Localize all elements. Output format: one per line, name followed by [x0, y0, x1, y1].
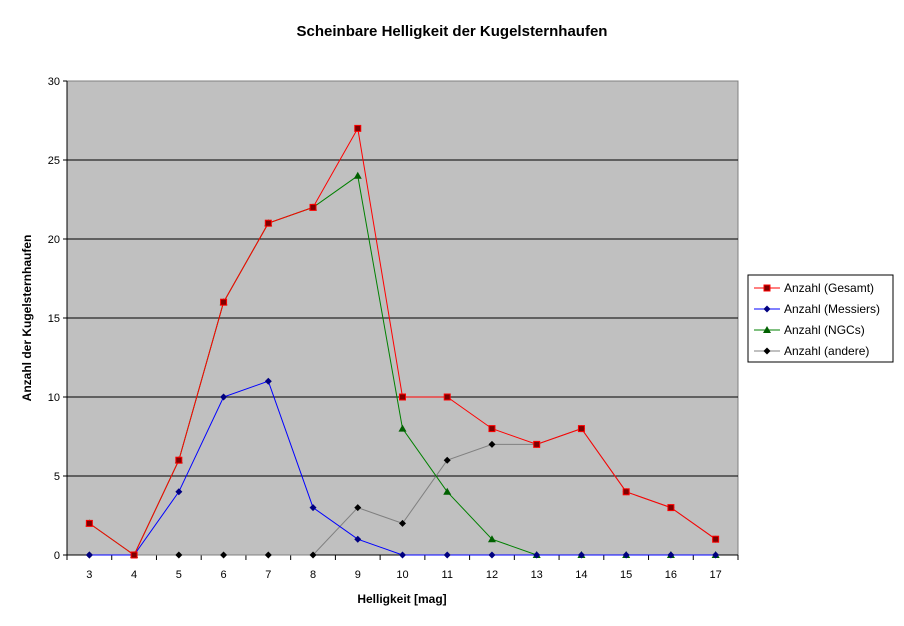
x-tick-label: 3 — [86, 569, 92, 581]
data-point — [264, 377, 272, 385]
data-point — [622, 488, 630, 496]
x-tick-label: 17 — [710, 569, 722, 581]
data-point — [443, 393, 451, 401]
y-tick-label: 0 — [54, 550, 60, 562]
series-group — [85, 124, 720, 559]
legend-label: Anzahl (Gesamt) — [784, 281, 874, 295]
data-point — [175, 456, 183, 464]
legend-marker — [763, 284, 771, 292]
data-point — [220, 393, 228, 401]
legend-entry: Anzahl (andere) — [754, 344, 869, 358]
data-point — [399, 551, 406, 559]
legend-marker — [763, 326, 771, 333]
data-point — [220, 298, 228, 306]
y-tick-label: 15 — [48, 313, 60, 325]
data-point — [354, 535, 362, 543]
x-tick-label: 16 — [665, 569, 677, 581]
legend-marker — [763, 305, 771, 313]
y-tick-label: 25 — [48, 155, 60, 167]
y-tick-label: 5 — [54, 471, 60, 483]
data-point — [130, 551, 138, 559]
legend-entry: Anzahl (NGCs) — [754, 323, 865, 337]
legend-box — [747, 274, 894, 363]
data-point — [264, 219, 272, 227]
y-axis-title: Anzahl der Kugelsternhaufen — [20, 235, 34, 402]
y-tick-label: 10 — [48, 392, 60, 404]
data-point — [533, 440, 541, 448]
data-point — [577, 425, 585, 433]
legend: Anzahl (Gesamt) Anzahl (Messiers) Anzahl (… — [747, 274, 894, 363]
data-point — [712, 551, 720, 559]
legend-entry: Anzahl (Gesamt) — [754, 281, 874, 295]
data-point — [175, 488, 183, 496]
data-point — [443, 487, 452, 495]
x-tick-label: 6 — [221, 569, 227, 581]
data-point — [667, 551, 675, 559]
data-point — [309, 551, 317, 559]
data-point — [488, 551, 496, 559]
legend-label: Anzahl (NGCs) — [784, 323, 865, 337]
x-tick-label: 12 — [486, 569, 498, 581]
data-point — [577, 551, 585, 559]
data-point — [399, 393, 406, 401]
data-point — [354, 504, 362, 512]
y-tick-label: 20 — [48, 234, 60, 246]
x-tick-label: 4 — [131, 569, 137, 581]
legend-label: Anzahl (Messiers) — [784, 302, 880, 316]
data-point — [488, 440, 496, 448]
data-point — [398, 424, 407, 432]
data-point — [85, 551, 93, 559]
x-tick-label: 13 — [531, 569, 543, 581]
data-point — [622, 551, 630, 559]
data-point — [533, 551, 541, 559]
series-1 — [85, 124, 720, 559]
x-tick-label: 10 — [396, 569, 408, 581]
data-point — [264, 551, 272, 559]
x-tick-label: 8 — [310, 569, 316, 581]
data-point — [309, 504, 317, 512]
x-tick-label: 15 — [620, 569, 632, 581]
x-tick-label: 9 — [355, 569, 361, 581]
x-axis-title: Helligkeit [mag] — [357, 592, 446, 606]
data-point — [175, 551, 183, 559]
data-point — [220, 551, 228, 559]
chart-title: Scheinbare Helligkeit der Kugelsternhauf… — [297, 23, 608, 40]
data-point — [487, 535, 496, 543]
data-point — [443, 456, 451, 464]
legend-label: Anzahl (andere) — [784, 344, 869, 358]
data-point — [712, 535, 720, 543]
data-point — [309, 203, 317, 211]
legend-marker — [763, 347, 771, 355]
data-point — [443, 551, 451, 559]
x-tick-label: 14 — [575, 569, 587, 581]
data-point — [488, 425, 496, 433]
x-tick-label: 11 — [442, 569, 453, 581]
data-point — [85, 519, 93, 527]
data-point — [354, 124, 362, 132]
y-tick-label: 30 — [48, 76, 60, 88]
data-point — [353, 171, 362, 179]
x-tick-label: 5 — [176, 569, 182, 581]
data-point — [667, 504, 675, 512]
x-tick-label: 7 — [265, 569, 271, 581]
legend-entry: Anzahl (Messiers) — [754, 302, 880, 316]
data-point — [399, 519, 406, 527]
